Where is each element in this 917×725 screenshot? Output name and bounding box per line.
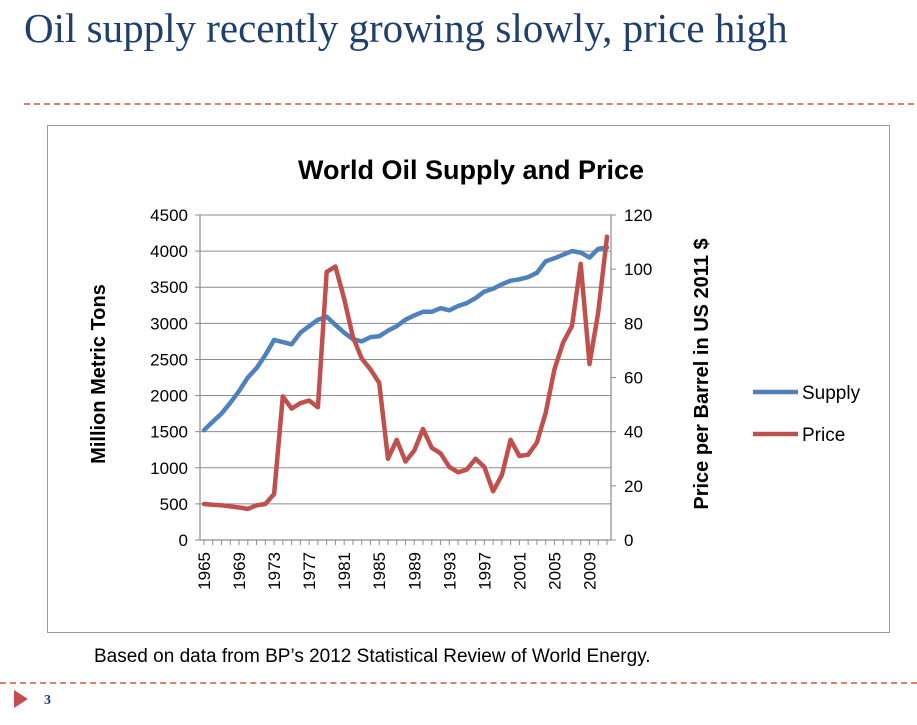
y2-tick-label: 120 [624,206,652,225]
chart: World Oil Supply and Price 0500100015002… [88,155,861,590]
y-tick-label: 1000 [150,459,188,478]
x-tick-label: 2009 [580,552,599,590]
series-line-price [201,234,610,512]
x-tick-label: 1977 [300,552,319,590]
y-tick-label: 0 [179,531,188,550]
slide-number: 3 [44,693,51,708]
y2-tick-label: 20 [624,477,643,496]
x-tick-label: 2005 [545,552,564,590]
y-tick-label: 3500 [150,278,188,297]
y2-tick-label: 0 [624,531,633,550]
x-tick-label: 1965 [195,552,214,590]
x-tick-label: 1981 [335,552,354,590]
y2-tick-label: 40 [624,423,643,442]
x-tick-label: 1973 [265,552,284,590]
x-tick-label: 1969 [230,552,249,590]
title-divider [24,103,914,105]
legend-label-supply: Supply [802,383,861,404]
y-tick-label: 500 [160,495,188,514]
y2-tick-label: 80 [624,314,643,333]
x-tick-label: 1989 [405,552,424,590]
y-tick-label: 4000 [150,242,188,261]
y2-tick-label: 100 [624,260,652,279]
y-axis-label: Million Metric Tons [88,284,110,464]
legend: Supply Price [753,383,861,446]
series-line-supply [201,245,610,433]
y2-axis-label: Price per Barrel in US 2011 $ [691,238,713,509]
chart-title: World Oil Supply and Price [298,155,644,185]
y2-tick-label: 60 [624,369,643,388]
y-tick-label: 2500 [150,350,188,369]
legend-label-price: Price [802,425,845,446]
footer-divider [0,682,917,684]
slide-title: Oil supply recently growing slowly, pric… [24,5,788,51]
y-tick-label: 3000 [150,314,188,333]
y-tick-label: 1500 [150,423,188,442]
x-tick-label: 1997 [475,552,494,590]
y-tick-label: 4500 [150,206,188,225]
x-tick-label: 1985 [370,552,389,590]
caption: Based on data from BP’s 2012 Statistical… [94,646,651,667]
x-tick-label: 2001 [510,552,529,590]
chart-frame: World Oil Supply and Price 0 500 1000 1500 2… [47,125,890,633]
x-tick-label: 1993 [440,552,459,590]
y-tick-label: 2000 [150,387,188,406]
slide-marker-icon [14,690,28,708]
